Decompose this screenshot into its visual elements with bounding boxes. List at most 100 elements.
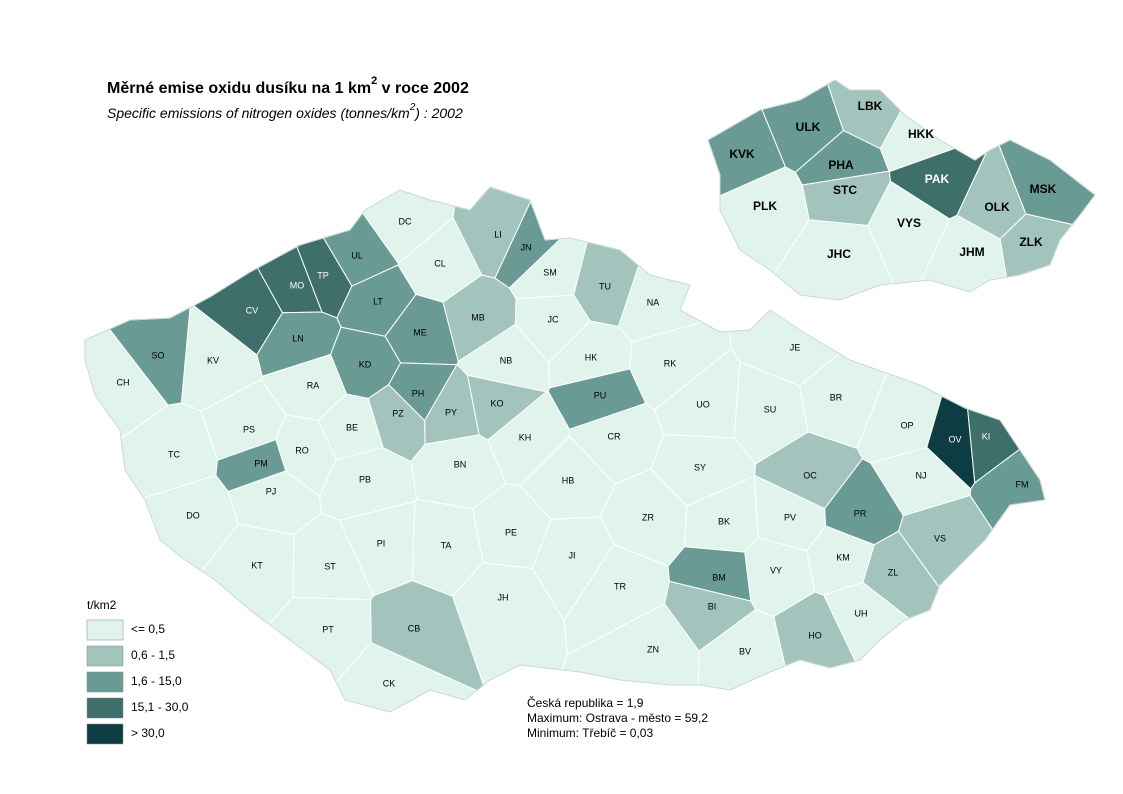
region-label: VYS xyxy=(897,216,921,230)
note: Minimum: Třebíč = 0,03 xyxy=(527,726,653,740)
district-label: DC xyxy=(399,216,412,226)
district-label: TP xyxy=(317,270,329,280)
district-label: TA xyxy=(441,540,452,550)
district-label: NB xyxy=(500,355,513,365)
region-label: LBK xyxy=(858,99,883,113)
note: Maximum: Ostrava - město = 59,2 xyxy=(527,711,708,725)
legend-swatch xyxy=(86,697,124,719)
district-label: BV xyxy=(739,646,751,656)
district-label: LN xyxy=(292,333,304,343)
district-label: LI xyxy=(494,229,502,239)
district-label: OV xyxy=(948,434,961,444)
legend-label: > 30,0 xyxy=(131,726,165,740)
district-label: FM xyxy=(1016,479,1029,489)
district-label: OC xyxy=(803,470,817,480)
legend-title: t/km2 xyxy=(87,598,117,612)
district-label: ZN xyxy=(647,644,659,654)
district-label: UO xyxy=(696,399,710,409)
district-label: MO xyxy=(290,280,305,290)
district-layer: DC CL LI JN SM TU NA UL TP MO CV LT ME MB JC LN SO KV CH KD… xyxy=(84,186,1046,713)
legend-label: 15,1 - 30,0 xyxy=(131,700,189,714)
legend-label: 0,6 - 1,5 xyxy=(131,648,175,662)
region-label: PLK xyxy=(753,199,777,213)
district-label: SU xyxy=(764,404,777,414)
district-label: VS xyxy=(934,533,946,543)
district-label: RA xyxy=(307,380,320,390)
district-label: PB xyxy=(359,474,371,484)
district-label: JE xyxy=(790,342,801,352)
district-label: CL xyxy=(434,258,446,268)
district-label: ZR xyxy=(642,512,654,522)
region-label: ULK xyxy=(796,120,821,134)
district-label: PY xyxy=(445,407,457,417)
title: Měrné emise oxidu dusíku na 1 km2 v roce… xyxy=(107,75,469,97)
region-label: JHM xyxy=(959,245,984,259)
legend-swatch xyxy=(86,723,124,745)
region-label: KVK xyxy=(729,147,755,161)
district-label: CB xyxy=(408,623,421,633)
district-label: SY xyxy=(694,462,706,472)
district-label: KV xyxy=(207,355,219,365)
region-label: OLK xyxy=(984,200,1010,214)
district-label: BR xyxy=(830,392,843,402)
title-sup: 2 xyxy=(371,75,377,87)
district-label: SO xyxy=(151,350,164,360)
district-label: PS xyxy=(243,424,255,434)
region-label: HKK xyxy=(908,127,934,141)
district-label: UL xyxy=(351,250,363,260)
district-label: PM xyxy=(254,458,268,468)
district-label: TR xyxy=(614,581,626,591)
legend-label: 1,6 - 15,0 xyxy=(131,674,182,688)
district-label: PI xyxy=(377,538,386,548)
region-label: JHC xyxy=(827,247,851,261)
district-label: CV xyxy=(246,305,259,315)
subtitle: Specific emissions of nitrogen oxides (t… xyxy=(107,102,463,121)
subtitle-text: ) : 2002 xyxy=(413,105,463,121)
district-label: RO xyxy=(295,445,309,455)
district-label: KI xyxy=(982,431,991,441)
district-label: PV xyxy=(784,512,796,522)
region-label: PHA xyxy=(828,158,854,172)
note: Česká republika = 1,9 xyxy=(527,695,644,710)
district-label: CK xyxy=(383,678,396,688)
district-label: JN xyxy=(521,242,532,252)
district-label: ME xyxy=(413,327,427,337)
district-label: BK xyxy=(718,516,730,526)
title-text: v roce 2002 xyxy=(377,80,469,97)
subtitle-text: Specific emissions of nitrogen oxides (t… xyxy=(107,105,410,121)
region-label: MSK xyxy=(1030,182,1057,196)
district-label: PT xyxy=(322,624,334,634)
district-label: KD xyxy=(359,359,372,369)
district-label: BE xyxy=(346,422,358,432)
district-label: PZ xyxy=(392,408,404,418)
district-label: CR xyxy=(608,431,621,441)
district-label: PU xyxy=(594,390,607,400)
district-label: NA xyxy=(647,297,660,307)
district-label: MB xyxy=(471,312,485,322)
district-label: ST xyxy=(324,561,336,571)
district-label: LT xyxy=(373,296,383,306)
outline xyxy=(84,186,1046,713)
outline xyxy=(707,79,1096,301)
district-label: PE xyxy=(505,527,517,537)
district-label: PR xyxy=(854,508,867,518)
district-label: ZL xyxy=(888,567,899,577)
district-label: NJ xyxy=(916,470,927,480)
region-label: ZLK xyxy=(1019,235,1043,249)
legend: <= 0,5 0,6 - 1,5 1,6 - 15,0 15,1 - 30,0 > 30… xyxy=(86,619,189,745)
district-label: BM xyxy=(712,572,726,582)
district-label: UH xyxy=(855,608,868,618)
region-label: PAK xyxy=(925,172,950,186)
district-label: CH xyxy=(117,377,130,387)
subtitle-sup: 2 xyxy=(409,102,416,113)
district-label: DO xyxy=(186,510,200,520)
legend-label: <= 0,5 xyxy=(131,622,165,636)
district-label: KM xyxy=(836,552,850,562)
region-layer: ULK LBK KVK HKK PHA STC PAK MSK PLK OLK VYS ZLK JHC J… xyxy=(707,79,1096,301)
district-label: TU xyxy=(599,281,611,291)
title-text: Měrné emise oxidu dusíku na 1 km xyxy=(107,80,371,97)
district-label: JH xyxy=(498,592,509,602)
district-label: KO xyxy=(490,398,503,408)
region-label: STC xyxy=(833,183,857,197)
